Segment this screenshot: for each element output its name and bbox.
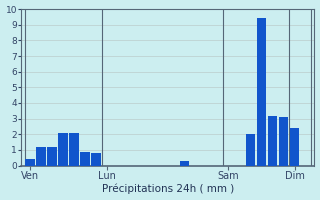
Bar xyxy=(25,159,35,166)
X-axis label: Précipitations 24h ( mm ): Précipitations 24h ( mm ) xyxy=(102,184,234,194)
Bar xyxy=(180,161,189,166)
Bar xyxy=(279,117,288,166)
Bar xyxy=(36,147,46,166)
Bar xyxy=(268,116,277,166)
Bar xyxy=(47,147,57,166)
Bar xyxy=(92,153,101,166)
Bar xyxy=(59,133,68,166)
Bar xyxy=(290,128,299,166)
Bar xyxy=(246,134,255,166)
Bar xyxy=(80,152,90,166)
Bar xyxy=(257,18,266,166)
Bar xyxy=(69,133,79,166)
